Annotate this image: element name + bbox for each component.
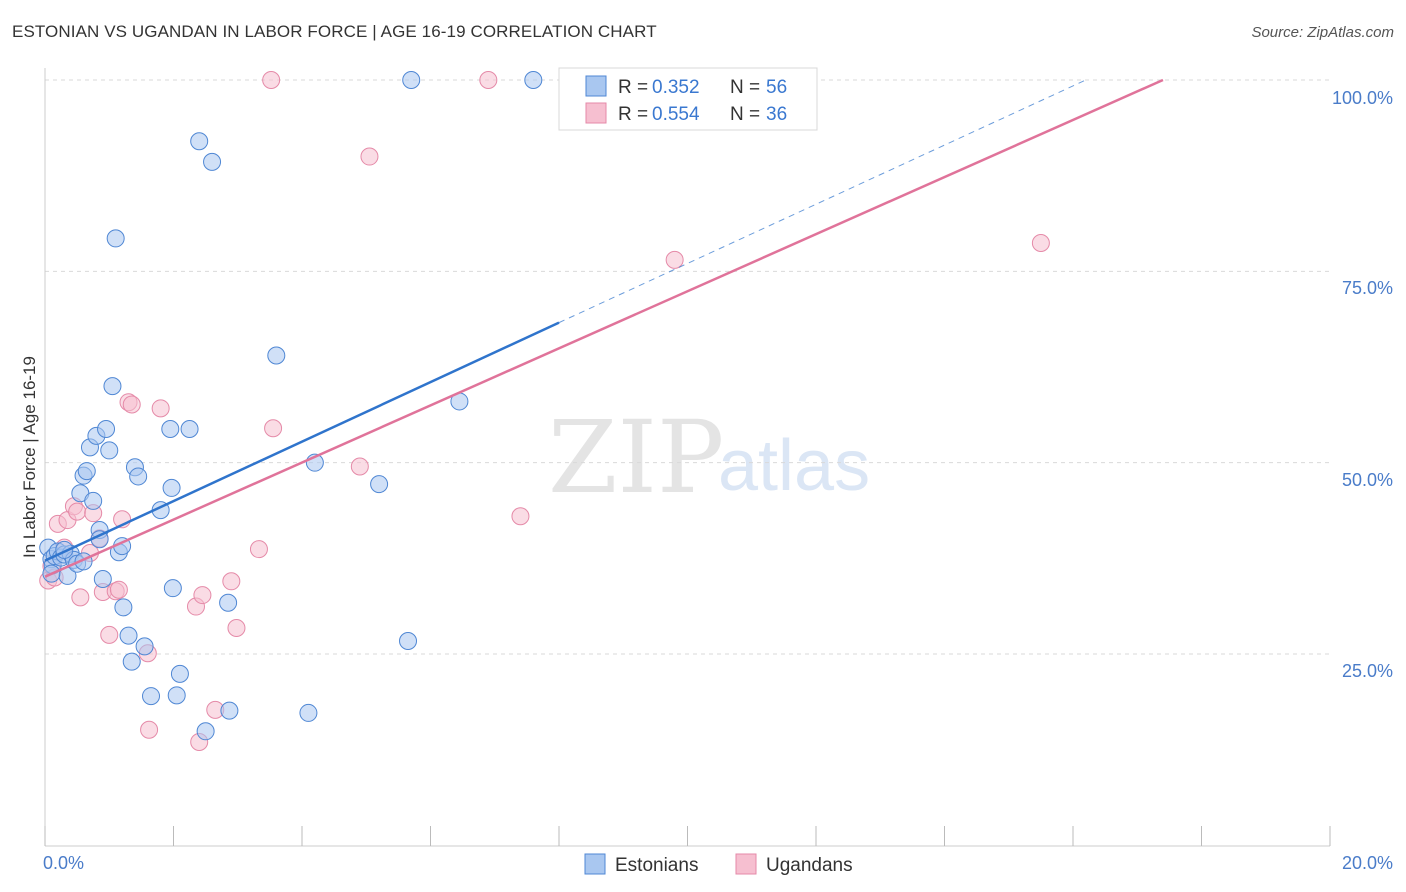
legend-r-value-2: 0.554	[652, 104, 700, 125]
legend-r-label-2: R =	[618, 104, 648, 125]
ugandan-point-30	[262, 71, 281, 89]
estonian-point-48	[370, 475, 389, 494]
ugandan-point-28	[249, 540, 268, 559]
ugandan-point-18	[122, 395, 141, 414]
estonian-point-38	[170, 664, 189, 683]
estonian-point-13	[77, 462, 96, 481]
legend-n-label-2: N =	[730, 104, 760, 125]
legend-n-value-2: 36	[766, 104, 787, 125]
ugandan-point-15	[109, 580, 128, 599]
legend-swatch-estonians	[585, 75, 607, 97]
estonian-point-35	[162, 478, 181, 497]
ugandan-point-8	[71, 588, 90, 607]
ugandan-point-32	[360, 147, 379, 166]
y-tick-labels: 25.0% 50.0% 75.0% 100.0%	[1332, 88, 1393, 681]
estonian-point-46	[299, 703, 318, 722]
estonian-point-42	[203, 152, 222, 171]
estonian-point-52	[524, 71, 543, 89]
ugandan-point-34	[511, 507, 530, 526]
bottom-legend-swatch-ugandans	[735, 853, 757, 875]
series-ugandans	[39, 71, 1050, 752]
ugandan-point-13	[100, 625, 119, 644]
ugandan-point-21	[151, 399, 170, 418]
estonian-point-49	[399, 631, 418, 650]
trend-lines	[44, 78, 1164, 578]
trend-line-estonians-extension	[558, 79, 1087, 324]
bottom-legend: Estonians Ugandans	[584, 853, 853, 876]
y-tick-label-100: 100.0%	[1332, 88, 1393, 108]
ugandan-point-20	[140, 720, 159, 739]
ugandan-point-31	[350, 457, 369, 476]
x-tick-label-min: 0.0%	[43, 853, 84, 873]
estonian-point-30	[129, 467, 148, 486]
bottom-legend-swatch-estonians	[584, 853, 606, 875]
chart-title: ESTONIAN VS UGANDAN IN LABOR FORCE | AGE…	[12, 22, 657, 41]
legend-n-value-1: 56	[766, 77, 787, 98]
legend-r-value-1: 0.352	[652, 77, 700, 98]
ugandan-point-24	[193, 586, 212, 605]
y-tick-label-50: 50.0%	[1342, 470, 1393, 490]
estonian-point-36	[163, 579, 182, 598]
estonian-point-21	[100, 441, 119, 460]
estonian-point-15	[84, 491, 103, 510]
trend-line-estonians	[44, 321, 560, 562]
estonian-point-28	[122, 652, 141, 671]
y-tick-label-25: 25.0%	[1342, 661, 1393, 681]
y-axis-title: In Labor Force | Age 16-19	[20, 356, 39, 558]
estonian-point-39	[180, 419, 199, 438]
estonian-point-41	[196, 722, 215, 741]
trend-line-ugandans	[44, 78, 1164, 578]
watermark-zip: ZIP	[548, 399, 724, 516]
estonian-point-20	[97, 419, 116, 438]
estonian-point-23	[106, 229, 125, 248]
estonian-point-22	[103, 377, 122, 396]
bottom-legend-label-estonians: Estonians	[615, 855, 698, 876]
estonian-point-40	[190, 132, 209, 151]
x-ticks	[44, 826, 1331, 846]
estonian-point-32	[142, 687, 161, 706]
estonian-point-31	[135, 637, 154, 656]
estonian-point-27	[119, 626, 138, 645]
estonian-point-34	[161, 419, 180, 438]
estonian-point-44	[220, 701, 239, 720]
ugandan-point-35	[665, 250, 684, 269]
estonian-point-26	[114, 598, 133, 617]
legend-r-label-1: R =	[618, 77, 648, 98]
estonian-point-43	[219, 593, 238, 612]
source-label: Source: ZipAtlas.com	[1251, 24, 1394, 41]
estonian-point-45	[267, 346, 286, 365]
y-tick-label-75: 75.0%	[1342, 278, 1393, 298]
ugandan-point-33	[479, 71, 498, 89]
stats-legend: R = 0.352 N = 56 R = 0.554 N = 36	[558, 67, 818, 131]
bottom-legend-label-ugandans: Ugandans	[766, 855, 853, 876]
ugandan-point-29	[264, 419, 283, 438]
ugandan-point-27	[227, 618, 246, 637]
ugandan-point-36	[1031, 234, 1050, 253]
ugandan-point-7	[68, 502, 87, 521]
estonian-point-37	[167, 686, 186, 705]
estonian-point-50	[402, 71, 421, 89]
ugandan-point-26	[222, 572, 241, 591]
estonian-point-19	[93, 569, 112, 588]
legend-n-label-1: N =	[730, 77, 760, 98]
legend-swatch-ugandans	[585, 102, 607, 124]
gridlines	[45, 79, 1330, 655]
x-tick-label-max: 20.0%	[1342, 853, 1393, 873]
watermark-atlas: atlas	[718, 426, 870, 506]
